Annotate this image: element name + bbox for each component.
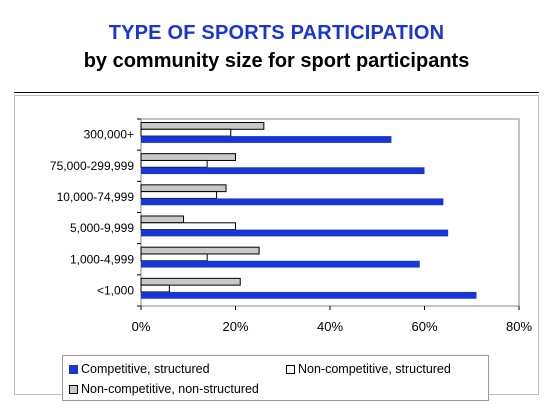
title-divider	[14, 92, 539, 93]
x-tick-label: 60%	[411, 319, 437, 334]
bar-noncomp-structured	[140, 253, 208, 262]
bar-noncomp-nonstructured	[140, 246, 260, 255]
bar-noncomp-structured	[140, 284, 170, 293]
bar-noncomp-nonstructured	[140, 122, 265, 130]
legend-item-competitive: Competitive, structured	[69, 362, 210, 376]
bar-noncomp-structured	[140, 222, 236, 231]
legend-swatch-noncomp-structured	[286, 364, 295, 374]
x-tick-label: 20%	[222, 319, 248, 334]
bar-competitive	[141, 291, 477, 299]
bar-competitive	[141, 167, 425, 175]
bar-noncomp-structured	[140, 191, 218, 199]
x-tick-label: 40%	[317, 319, 343, 334]
chart-legend: Competitive, structured Non-competitive,…	[62, 355, 489, 401]
bar-noncomp-nonstructured	[140, 184, 227, 193]
legend-item-noncomp-structured: Non-competitive, structured	[286, 362, 451, 376]
x-tick-label: 80%	[506, 319, 532, 334]
legend-label-noncomp-nonstructured: Non-competitive, non-structured	[81, 382, 259, 396]
legend-swatch-competitive	[69, 364, 78, 374]
legend-label-noncomp-structured: Non-competitive, structured	[298, 362, 451, 376]
y-tick-label: 5,000-9,999	[70, 221, 134, 235]
legend-swatch-noncomp-nonstructured	[69, 384, 78, 394]
y-tick-label: <1,000	[97, 283, 134, 297]
legend-label-competitive: Competitive, structured	[81, 362, 210, 376]
y-tick-label: 1,000-4,999	[70, 252, 134, 266]
bar-noncomp-nonstructured	[140, 277, 241, 286]
bar-noncomp-nonstructured	[140, 215, 185, 224]
y-tick-label: 75,000-299,999	[50, 159, 134, 173]
legend-item-noncomp-nonstructured: Non-competitive, non-structured	[69, 382, 259, 396]
bar-competitive	[141, 198, 444, 206]
bar-competitive	[141, 229, 449, 237]
bar-noncomp-structured	[140, 128, 232, 137]
chart-subtitle: by community size for sport participants	[83, 50, 470, 72]
bar-competitive	[141, 136, 392, 143]
bar-competitive	[141, 260, 420, 268]
y-tick-label: 300,000+	[84, 128, 134, 142]
y-tick-label: 10,000-74,999	[57, 190, 135, 204]
chart-title: TYPE OF SPORTS PARTICIPATION	[108, 22, 445, 44]
x-tick-label: 0%	[132, 319, 151, 334]
bar-noncomp-structured	[140, 159, 208, 168]
bar-noncomp-nonstructured	[140, 153, 236, 161]
